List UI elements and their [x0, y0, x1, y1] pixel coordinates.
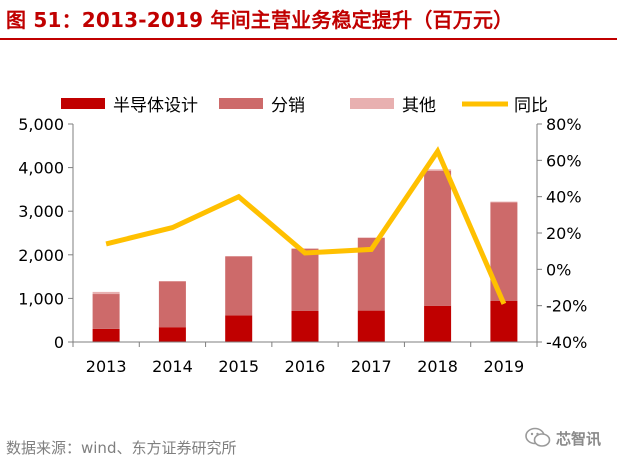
- watermark-text: 芯智讯: [556, 429, 602, 448]
- left-axis-tick-label: 2,000: [18, 246, 64, 265]
- left-axis-tick-label: 0: [54, 333, 64, 352]
- x-axis: 2013 2014 2015 2016 2017 2018 2019: [72, 341, 538, 376]
- legend-label: 半导体设计: [113, 96, 198, 116]
- right-axis-tick-label: -20%: [546, 297, 587, 316]
- legend-swatch: [219, 98, 263, 109]
- left-axis-tick-label: 1,000: [18, 289, 64, 308]
- x-axis-tick-label: 2016: [285, 357, 326, 376]
- bar-distribution: [92, 294, 120, 329]
- wechat-icon: [525, 427, 551, 447]
- left-axis-tick-label: 4,000: [18, 159, 64, 178]
- bar-design: [158, 327, 186, 342]
- legend-label: 同比: [514, 96, 548, 116]
- bar-design: [490, 301, 518, 342]
- bar-design: [357, 310, 385, 342]
- legend-label: 其他: [402, 96, 436, 116]
- source-note: 数据来源：wind、东方证券研究所: [6, 439, 237, 457]
- left-axis-tick-label: 5,000: [18, 115, 64, 134]
- bar-design: [225, 315, 253, 342]
- title-underline: [0, 38, 617, 40]
- yoy-line: [105, 146, 507, 305]
- right-axis-tick-label: 40%: [546, 188, 582, 207]
- bar-other: [490, 201, 518, 203]
- bar-design: [92, 328, 120, 342]
- right-axis-tick-label: 80%: [546, 115, 582, 134]
- right-axis: -40% -20% 0% 20% 40% 60% 80%: [536, 115, 587, 352]
- chart-title: 图 51：2013-2019 年间主营业务稳定提升（百万元）: [6, 8, 514, 32]
- bar-distribution: [424, 170, 452, 306]
- x-axis-tick-label: 2014: [152, 357, 193, 376]
- right-axis-tick-label: 20%: [546, 224, 582, 243]
- x-axis-tick-label: 2018: [417, 357, 458, 376]
- legend-label: 分销: [271, 96, 305, 116]
- bar-design: [424, 305, 452, 342]
- bars: [92, 169, 518, 342]
- left-axis-tick-label: 3,000: [18, 202, 64, 221]
- right-axis-tick-label: 0%: [546, 260, 571, 279]
- right-axis-tick-label: -40%: [546, 333, 587, 352]
- legend-swatch: [350, 98, 394, 109]
- x-axis-tick-label: 2019: [483, 357, 524, 376]
- x-axis-tick-label: 2013: [86, 357, 127, 376]
- bar-other: [424, 169, 452, 171]
- bar-distribution: [291, 248, 319, 311]
- watermark: 芯智讯: [525, 427, 601, 449]
- legend-swatch: [61, 98, 105, 109]
- right-axis-tick-label: 60%: [546, 151, 582, 170]
- bar-distribution: [225, 256, 253, 316]
- legend: 半导体设计 分销 其他 同比: [61, 96, 548, 116]
- bar-other: [92, 291, 120, 295]
- left-axis: 0 1,000 2,000 3,000 4,000 5,000: [18, 115, 74, 352]
- bar-design: [291, 311, 319, 342]
- x-axis-tick-label: 2015: [218, 357, 259, 376]
- x-axis-tick-label: 2017: [351, 357, 392, 376]
- yoy-line-path: [105, 146, 507, 305]
- bar-distribution: [158, 281, 186, 328]
